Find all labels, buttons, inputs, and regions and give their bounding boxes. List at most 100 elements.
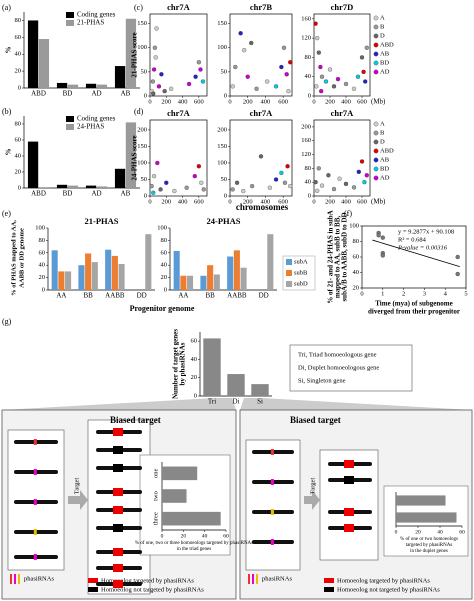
plot-frame — [149, 13, 208, 97]
x-tick-label: 3 — [423, 290, 426, 297]
point — [233, 64, 238, 70]
homoeolog — [113, 488, 123, 496]
x-tick-label: 200 — [243, 198, 253, 205]
x-tick-label: 0 — [148, 198, 151, 205]
bar — [85, 253, 92, 290]
y-tick-label: 80 — [305, 54, 312, 61]
x-tick-label: DD — [137, 292, 147, 300]
y-tick-label: 40 — [191, 356, 198, 363]
legend-swatch — [373, 130, 379, 136]
annotation: P-value = 0.00316 — [397, 244, 448, 251]
x-tick-label: AA — [56, 292, 66, 300]
bar — [187, 275, 194, 290]
point — [359, 159, 365, 164]
diagram-title: Biased target — [110, 415, 161, 425]
panel-title: chr7A — [167, 2, 191, 12]
legend-label: Homoeolog not targeted by phasiRNAs — [101, 586, 204, 593]
bar — [118, 263, 125, 290]
legend-swatch — [373, 157, 379, 163]
y-tick-label: 40 — [305, 179, 312, 186]
point — [331, 84, 337, 89]
bar — [85, 83, 97, 88]
point — [361, 69, 366, 75]
bar — [203, 338, 221, 396]
legend-swatch — [373, 60, 379, 66]
point — [249, 40, 254, 46]
y-axis-label: 21-PHAS score — [131, 32, 139, 77]
callout — [240, 398, 472, 410]
point — [192, 174, 197, 179]
legend-swatch — [14, 574, 16, 584]
point — [364, 173, 369, 178]
y-tick-label: 60 — [353, 253, 360, 260]
y-tick-label: 100 — [349, 222, 359, 229]
target-site — [33, 554, 37, 560]
axis-label: % of PHAS mapped to AA, — [10, 220, 17, 296]
homoeolog — [344, 476, 354, 484]
legend-label: Di, Duplet homoeologous gene — [298, 364, 379, 371]
x-tick-label: 1 — [381, 290, 384, 297]
x-tick-label: 200 — [161, 98, 171, 105]
bar — [111, 255, 118, 290]
point — [356, 169, 361, 174]
legend-label: phasiRNAs — [262, 575, 292, 582]
point — [315, 188, 320, 193]
y-axis-label: 24-PHAS score — [131, 135, 139, 180]
panel-title: chr7A — [167, 108, 191, 118]
y-tick-label: 0 — [164, 286, 167, 293]
x-tick-label: AD — [91, 190, 101, 198]
arrow — [68, 490, 88, 510]
y-tick-label: 40 — [161, 262, 168, 269]
target-site — [33, 529, 37, 535]
target-site — [270, 479, 274, 485]
legend-swatch — [252, 574, 254, 584]
arrow — [304, 490, 320, 510]
legend-label: A — [380, 14, 385, 21]
plot-frame — [229, 13, 293, 97]
bar — [27, 141, 39, 188]
x-tick-label: 20 — [415, 529, 421, 535]
y-tick-label: 0 — [224, 192, 227, 199]
target-site — [270, 509, 274, 515]
x-tick-label: 0 — [312, 198, 315, 205]
panel-title: 24-PHAS — [207, 216, 241, 226]
point — [318, 64, 323, 70]
x-tick-label: 0 — [228, 198, 231, 205]
legend-label: B — [380, 129, 385, 136]
point — [196, 164, 202, 169]
legend-label: AB — [380, 156, 390, 163]
homoeolog — [344, 524, 354, 532]
y-tick-label: 20 — [39, 274, 46, 281]
homoeolog — [113, 564, 123, 572]
bar — [396, 495, 446, 506]
bar — [251, 384, 269, 396]
bar — [105, 249, 112, 290]
point — [151, 67, 157, 72]
y-tick-label: 0 — [308, 92, 311, 99]
point — [149, 183, 154, 189]
homoeolog — [113, 524, 123, 532]
legend-swatch — [373, 51, 379, 57]
point — [327, 67, 333, 72]
x-tick-label: ABD — [31, 190, 46, 198]
x-tick-label: 0 — [148, 98, 151, 105]
x-axis-label: % of one, two or three homoeologs target… — [135, 541, 253, 546]
legend-swatch — [18, 574, 20, 584]
bar — [162, 489, 187, 503]
point — [245, 74, 250, 79]
point — [331, 186, 337, 192]
x-tick-label: 600 — [357, 98, 367, 105]
y-tick-label: 100 — [35, 224, 45, 231]
y-tick-label: 150 — [217, 20, 227, 27]
homoeolog — [113, 548, 123, 556]
point — [151, 174, 157, 179]
point — [343, 81, 349, 87]
bar — [38, 39, 50, 88]
x-tick-label: 400 — [261, 98, 271, 105]
bar — [162, 466, 198, 481]
y-tick-label: 0 — [42, 286, 45, 293]
point — [279, 170, 284, 176]
legend-swatch — [66, 12, 74, 18]
bar — [65, 271, 72, 290]
point — [281, 45, 287, 50]
